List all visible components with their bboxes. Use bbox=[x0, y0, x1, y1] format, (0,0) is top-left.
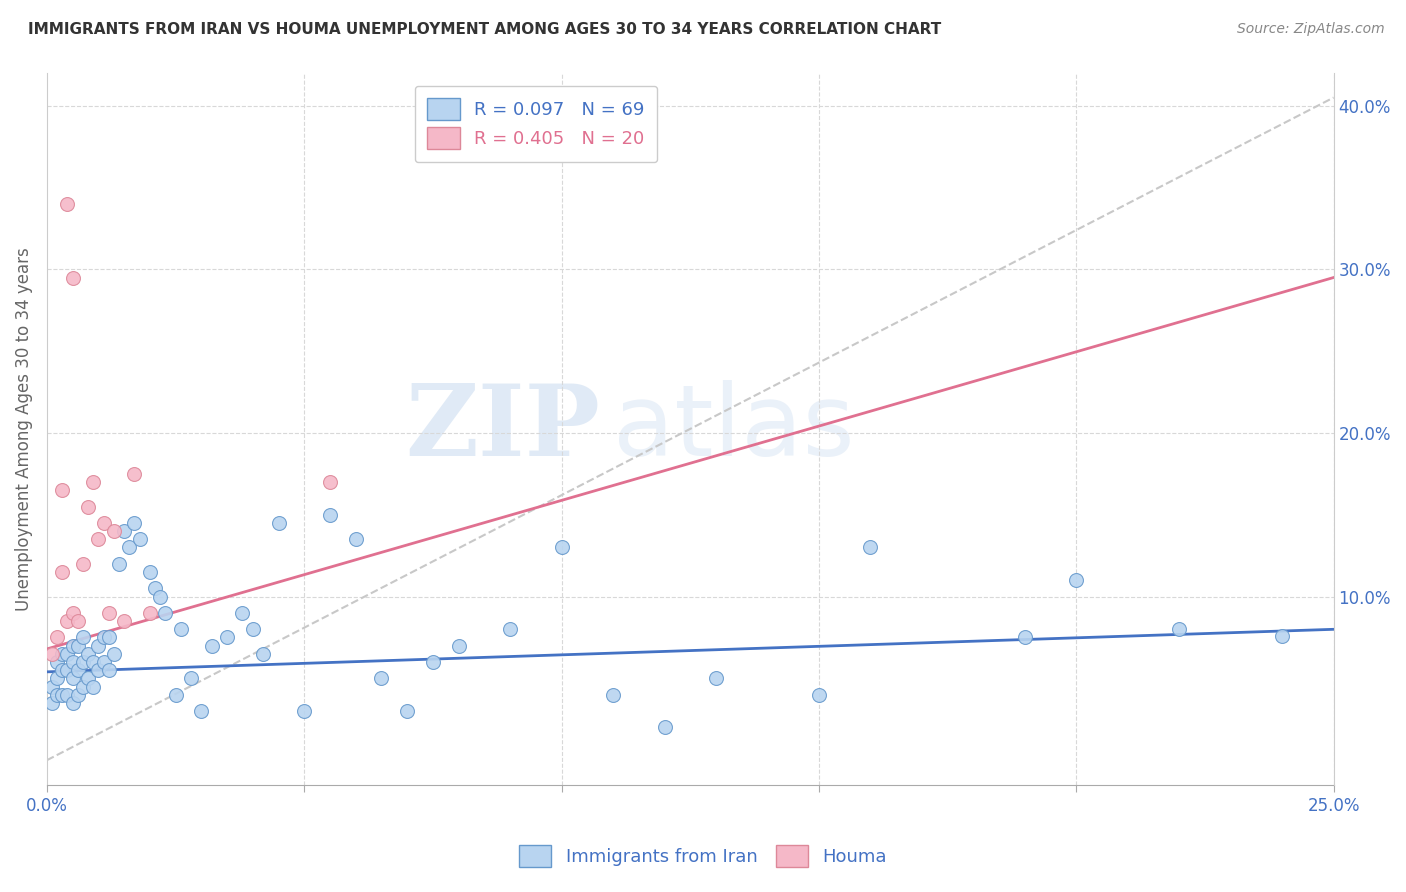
Point bbox=[103, 524, 125, 538]
Point bbox=[124, 467, 146, 481]
Point bbox=[704, 672, 727, 686]
Point bbox=[143, 582, 166, 596]
Point bbox=[128, 533, 150, 547]
Point bbox=[1014, 631, 1036, 645]
Point bbox=[108, 557, 131, 571]
Point bbox=[46, 672, 69, 686]
Point bbox=[41, 696, 63, 710]
Point bbox=[66, 614, 89, 628]
Point bbox=[190, 704, 212, 718]
Point bbox=[93, 516, 115, 530]
Point bbox=[422, 655, 444, 669]
Point bbox=[87, 533, 110, 547]
Point bbox=[124, 516, 146, 530]
Point bbox=[344, 533, 367, 547]
Point bbox=[77, 672, 100, 686]
Point bbox=[103, 647, 125, 661]
Point bbox=[56, 688, 79, 702]
Point bbox=[1271, 629, 1294, 643]
Point bbox=[499, 623, 522, 637]
Point bbox=[72, 655, 94, 669]
Point bbox=[62, 672, 84, 686]
Point bbox=[112, 524, 135, 538]
Point bbox=[396, 704, 419, 718]
Text: IMMIGRANTS FROM IRAN VS HOUMA UNEMPLOYMENT AMONG AGES 30 TO 34 YEARS CORRELATION: IMMIGRANTS FROM IRAN VS HOUMA UNEMPLOYME… bbox=[28, 22, 942, 37]
Point bbox=[242, 623, 264, 637]
Point bbox=[112, 614, 135, 628]
Point bbox=[550, 541, 572, 555]
Text: Source: ZipAtlas.com: Source: ZipAtlas.com bbox=[1237, 22, 1385, 37]
Point bbox=[1168, 623, 1191, 637]
Point bbox=[56, 614, 79, 628]
Point bbox=[170, 623, 193, 637]
Point bbox=[654, 721, 676, 735]
Point bbox=[56, 663, 79, 677]
Point bbox=[1064, 573, 1087, 587]
Point bbox=[87, 663, 110, 677]
Legend: R = 0.097   N = 69, R = 0.405   N = 20: R = 0.097 N = 69, R = 0.405 N = 20 bbox=[415, 86, 657, 162]
Point bbox=[319, 508, 342, 522]
Point bbox=[72, 631, 94, 645]
Point bbox=[66, 639, 89, 653]
Point bbox=[72, 680, 94, 694]
Point bbox=[41, 647, 63, 661]
Point bbox=[77, 647, 100, 661]
Point bbox=[215, 631, 238, 645]
Point bbox=[56, 647, 79, 661]
Point bbox=[267, 516, 290, 530]
Point bbox=[72, 557, 94, 571]
Point bbox=[97, 663, 120, 677]
Point bbox=[370, 672, 392, 686]
Point bbox=[97, 606, 120, 620]
Point bbox=[200, 639, 222, 653]
Point bbox=[231, 606, 253, 620]
Point bbox=[139, 565, 162, 579]
Point bbox=[51, 688, 73, 702]
Point bbox=[93, 655, 115, 669]
Point bbox=[62, 655, 84, 669]
Point bbox=[46, 688, 69, 702]
Point bbox=[82, 475, 104, 489]
Point bbox=[155, 606, 177, 620]
Point bbox=[87, 639, 110, 653]
Point bbox=[180, 672, 202, 686]
Point bbox=[62, 639, 84, 653]
Text: atlas: atlas bbox=[613, 380, 855, 477]
Point bbox=[447, 639, 470, 653]
Point bbox=[62, 270, 84, 285]
Point bbox=[97, 631, 120, 645]
Point bbox=[82, 680, 104, 694]
Point bbox=[51, 483, 73, 498]
Point bbox=[252, 647, 274, 661]
Point bbox=[807, 688, 830, 702]
Point bbox=[139, 606, 162, 620]
Point bbox=[292, 704, 315, 718]
Point bbox=[46, 631, 69, 645]
Point bbox=[118, 541, 141, 555]
Point bbox=[46, 655, 69, 669]
Point bbox=[149, 590, 172, 604]
Point bbox=[41, 680, 63, 694]
Point bbox=[77, 500, 100, 514]
Point bbox=[93, 631, 115, 645]
Point bbox=[66, 688, 89, 702]
Point bbox=[51, 565, 73, 579]
Point bbox=[319, 475, 342, 489]
Point bbox=[51, 647, 73, 661]
Point bbox=[66, 663, 89, 677]
Point bbox=[56, 197, 79, 211]
Point bbox=[165, 688, 187, 702]
Y-axis label: Unemployment Among Ages 30 to 34 years: Unemployment Among Ages 30 to 34 years bbox=[15, 247, 32, 611]
Point bbox=[62, 606, 84, 620]
Point bbox=[602, 688, 624, 702]
Legend: Immigrants from Iran, Houma: Immigrants from Iran, Houma bbox=[510, 836, 896, 876]
Point bbox=[51, 663, 73, 677]
Text: ZIP: ZIP bbox=[405, 380, 600, 477]
Point bbox=[62, 696, 84, 710]
Point bbox=[859, 541, 882, 555]
Point bbox=[82, 655, 104, 669]
